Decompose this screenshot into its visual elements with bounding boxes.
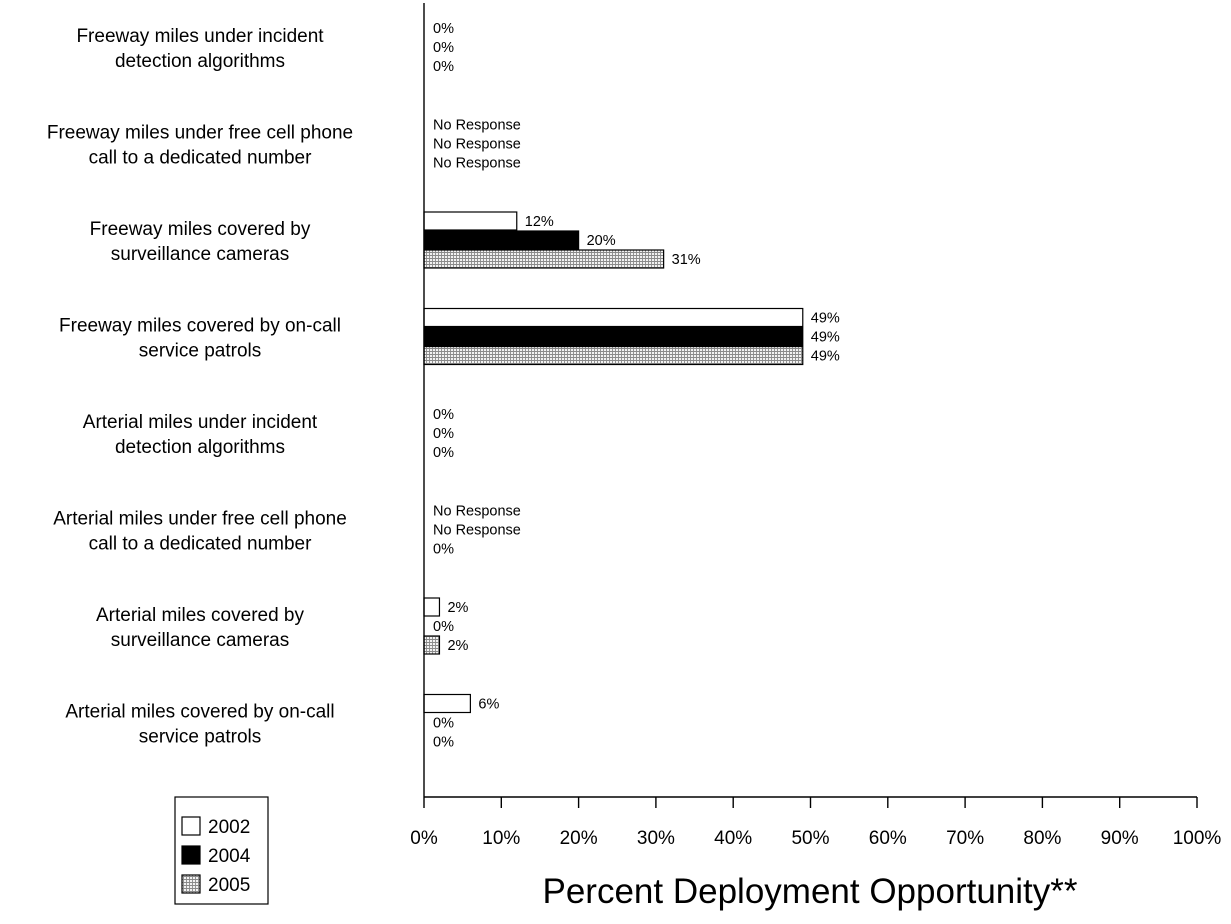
category-label: surveillance cameras [111, 630, 289, 651]
data-label: 12% [525, 214, 554, 230]
category-label: Freeway miles covered by on-call [59, 316, 341, 337]
bar-2002 [423, 211, 518, 231]
data-label: No Response [433, 137, 521, 153]
category-label: service patrols [139, 341, 262, 362]
x-tick-label: 60% [869, 828, 907, 849]
legend-label: 2005 [208, 875, 250, 896]
x-tick-label: 20% [560, 828, 598, 849]
data-label: 49% [811, 330, 840, 346]
bar-2004 [423, 230, 580, 250]
bar-2002 [423, 693, 471, 714]
bar-2004 [423, 326, 804, 347]
x-tick-label: 0% [410, 828, 438, 849]
category-label: detection algorithms [115, 51, 285, 72]
x-tick-label: 40% [714, 828, 752, 849]
category-label: Freeway miles under free cell phone [47, 123, 353, 144]
x-tick-label: 70% [946, 828, 984, 849]
data-label: 0% [433, 21, 454, 37]
data-label: 0% [433, 542, 454, 558]
category-label: Arterial miles covered by [96, 605, 305, 626]
legend-swatch-2004 [181, 845, 201, 865]
data-label: 0% [433, 735, 454, 751]
data-label: 49% [811, 311, 840, 327]
legend-swatch-2002 [181, 816, 201, 836]
x-tick-label: 30% [637, 828, 675, 849]
category-label: call to a dedicated number [89, 148, 313, 169]
category-label: service patrols [139, 727, 262, 748]
data-label: 0% [433, 445, 454, 461]
bar-2002 [423, 307, 804, 328]
data-label: 0% [433, 407, 454, 423]
legend-label: 2002 [208, 817, 250, 838]
x-tick-label: 80% [1023, 828, 1061, 849]
category-label: detection algorithms [115, 437, 285, 458]
x-tick-label: 50% [791, 828, 829, 849]
data-label: No Response [433, 504, 521, 520]
legend-swatch-2005 [181, 874, 201, 894]
x-axis-title: Percent Deployment Opportunity** [543, 872, 1078, 911]
bar-2005 [423, 635, 441, 655]
category-label: call to a dedicated number [89, 534, 313, 555]
data-label: 0% [433, 716, 454, 732]
category-label: Freeway miles covered by [90, 219, 311, 240]
data-label: 0% [433, 426, 454, 442]
data-label: 31% [672, 252, 701, 268]
data-label: 2% [447, 600, 468, 616]
data-label: No Response [433, 523, 521, 539]
bar-2005 [423, 249, 665, 269]
data-label: 2% [447, 638, 468, 654]
bar-2005 [423, 345, 804, 366]
data-label: 20% [587, 233, 616, 249]
data-label: 0% [433, 40, 454, 56]
category-label: Freeway miles under incident [76, 26, 324, 47]
category-label: Arterial miles under free cell phone [53, 509, 347, 530]
data-label: 0% [433, 59, 454, 75]
x-tick-label: 10% [482, 828, 520, 849]
category-label: Arterial miles under incident [83, 412, 318, 433]
legend-label: 2004 [208, 846, 251, 867]
data-label: No Response [433, 118, 521, 134]
category-label: Arterial miles covered by on-call [65, 702, 334, 723]
x-tick-label: 100% [1173, 828, 1222, 849]
x-tick-label: 90% [1101, 828, 1139, 849]
data-label: 6% [478, 697, 499, 713]
data-label: 0% [433, 619, 454, 635]
data-label: No Response [433, 156, 521, 172]
data-label: 49% [811, 349, 840, 365]
category-label: surveillance cameras [111, 244, 289, 265]
bar-2002 [423, 597, 441, 617]
